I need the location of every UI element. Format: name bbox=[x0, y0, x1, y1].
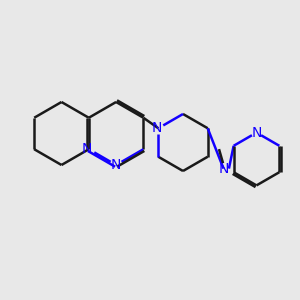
Text: N: N bbox=[81, 142, 92, 156]
Text: N: N bbox=[251, 126, 262, 140]
Text: N: N bbox=[218, 162, 229, 176]
Text: N: N bbox=[152, 121, 162, 135]
Text: N: N bbox=[111, 158, 121, 172]
